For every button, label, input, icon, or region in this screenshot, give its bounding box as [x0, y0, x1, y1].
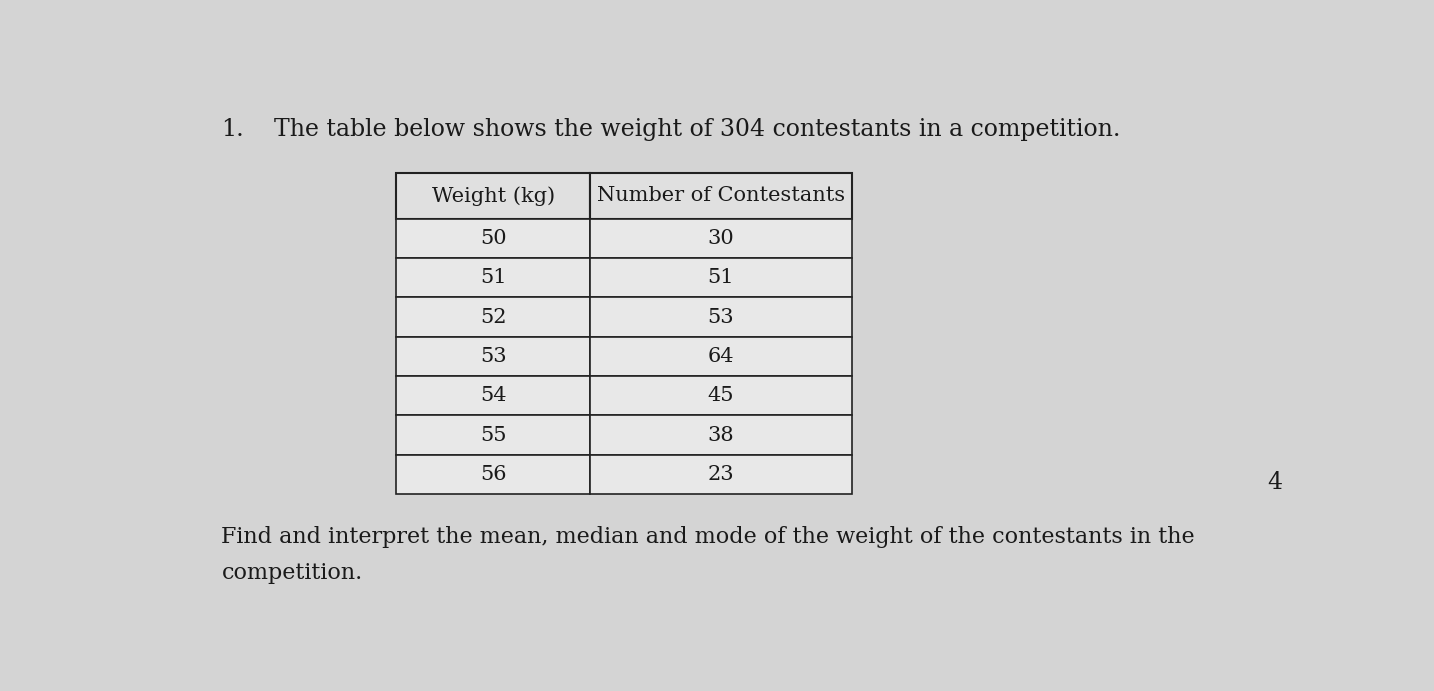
Bar [591, 173, 852, 218]
Bar [591, 218, 852, 258]
Text: 55: 55 [480, 426, 506, 444]
Bar [591, 337, 852, 376]
Text: 54: 54 [480, 386, 506, 406]
Bar [396, 337, 591, 376]
Text: 45: 45 [708, 386, 734, 406]
Bar [396, 173, 591, 218]
Text: 23: 23 [708, 465, 734, 484]
Bar [591, 297, 852, 337]
Bar [591, 415, 852, 455]
Bar [591, 455, 852, 494]
Text: 30: 30 [707, 229, 734, 248]
Text: Number of Contestants: Number of Contestants [597, 187, 845, 205]
Bar [591, 376, 852, 415]
Bar [396, 218, 591, 258]
Text: Weight (kg): Weight (kg) [432, 186, 555, 206]
Text: 51: 51 [708, 268, 734, 287]
Text: The table below shows the weight of 304 contestants in a competition.: The table below shows the weight of 304 … [274, 117, 1120, 140]
Text: 50: 50 [480, 229, 506, 248]
Bar [396, 455, 591, 494]
Bar [396, 297, 591, 337]
Text: 52: 52 [480, 307, 506, 327]
Text: 56: 56 [480, 465, 506, 484]
Text: Find and interpret the mean, median and mode of the weight of the contestants in: Find and interpret the mean, median and … [221, 526, 1195, 584]
Text: 53: 53 [480, 347, 506, 366]
Bar [396, 376, 591, 415]
Text: 51: 51 [480, 268, 506, 287]
Bar [591, 258, 852, 297]
Text: 4: 4 [1268, 471, 1283, 494]
Text: 1.: 1. [221, 117, 244, 140]
Text: 64: 64 [708, 347, 734, 366]
Bar [396, 258, 591, 297]
Bar [396, 415, 591, 455]
Text: 38: 38 [708, 426, 734, 444]
Text: 53: 53 [708, 307, 734, 327]
